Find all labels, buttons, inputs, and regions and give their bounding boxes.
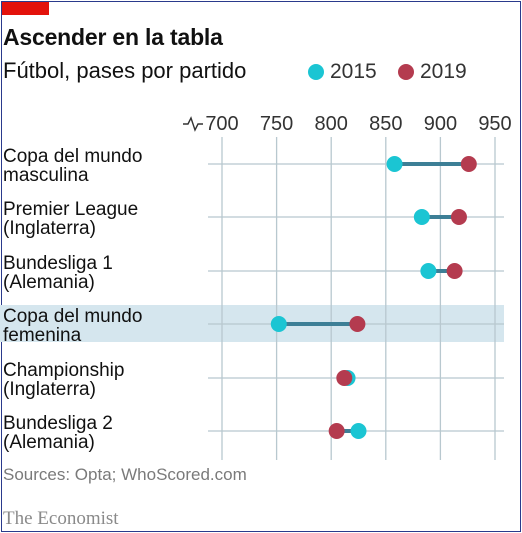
dot-2015 [350,423,367,439]
economist-red-tag [2,2,49,15]
x-tick-label-750: 750 [260,113,293,135]
dot-2019 [349,316,366,332]
x-tick-label-900: 900 [424,113,457,135]
chart-subtitle: Fútbol, pases por partido [3,58,247,83]
legend-item-2019: 2019 [398,60,467,84]
chart-title: Ascender en la tabla [3,24,223,50]
dot-2015 [386,156,403,172]
dot-2015 [270,316,287,332]
legend-label-2015: 2015 [330,60,377,83]
category-label-line: (Inglaterra) [3,218,96,239]
legend-swatch-2019 [398,64,414,80]
axis-break-icon [183,116,203,132]
dot-2019 [460,156,477,172]
dot-2019 [446,263,463,279]
category-label-line: Premier League [3,199,138,220]
legend-label-2019: 2019 [420,60,467,83]
category-label-line: Bundesliga 1 [3,253,113,274]
dot-2015 [413,209,430,225]
x-tick-label-700: 700 [205,113,238,135]
dot-2019 [450,209,467,225]
category-label-line: masculina [3,165,89,186]
category-label-line: femenina [3,325,82,346]
category-label-line: (Inglaterra) [3,379,96,400]
x-tick-label-800: 800 [315,113,348,135]
dot-2019 [336,370,353,386]
dot-2019 [328,423,345,439]
category-label-line: Copa del mundo [3,306,142,327]
dot-2015 [420,263,437,279]
x-tick-label-950: 950 [478,113,511,135]
category-label-line: (Alemania) [3,272,95,293]
legend-swatch-2015 [308,64,324,80]
publisher-logo: The Economist [3,508,119,529]
legend-item-2015: 2015 [308,60,377,84]
category-label-line: Copa del mundo [3,146,142,167]
source-note: Sources: Opta; WhoScored.com [3,465,247,484]
category-label-line: Championship [3,360,124,381]
category-label-line: Bundesliga 2 [3,413,113,434]
x-tick-label-850: 850 [369,113,402,135]
category-label-line: (Alemania) [3,432,95,453]
